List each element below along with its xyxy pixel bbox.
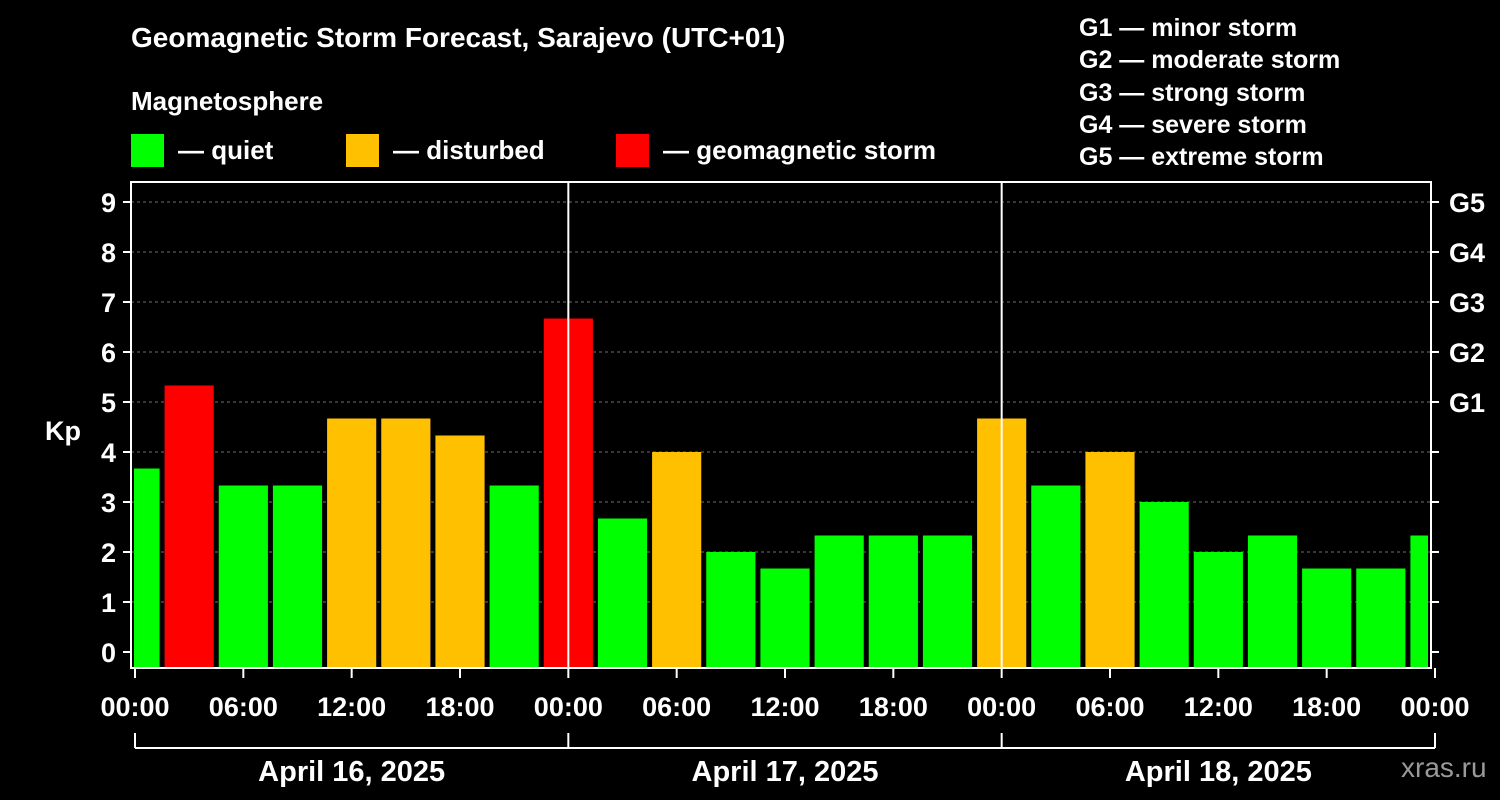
legend-item-quiet: — quiet [131, 133, 273, 167]
kp-bar [868, 535, 918, 668]
kp-bar [381, 418, 431, 668]
x-tick-label: 12:00 [1184, 692, 1253, 722]
chart-title: Geomagnetic Storm Forecast, Sarajevo (UT… [131, 22, 786, 53]
legend-swatch-disturbed [346, 133, 379, 167]
y-tick-label: 7 [101, 288, 116, 318]
x-tick-label: 00:00 [1400, 692, 1469, 722]
watermark: xras.ru [1401, 752, 1487, 783]
storm-scale-g4: G4 — severe storm [1079, 110, 1307, 139]
legend-item-storm: — geomagnetic storm [616, 133, 936, 167]
kp-bar [272, 485, 323, 668]
kp-bar [1410, 535, 1428, 668]
kp-bar [1193, 552, 1243, 668]
kp-bar [814, 535, 864, 668]
y-tick-label: 0 [101, 638, 116, 668]
day-label: April 16, 2025 [258, 756, 445, 788]
kp-bar [489, 485, 539, 668]
kp-bar [327, 418, 377, 668]
kp-bar [218, 485, 268, 668]
legend-label-disturbed: — disturbed [393, 134, 545, 165]
kp-bar [706, 552, 756, 668]
y-axis-label: Kp [45, 416, 81, 446]
legend-swatch-quiet [131, 133, 164, 167]
kp-bar [164, 385, 214, 668]
kp-bar [1085, 452, 1135, 668]
storm-scale-g3: G3 — strong storm [1079, 78, 1306, 107]
x-tick-label: 00:00 [967, 692, 1036, 722]
x-tick-label: 06:00 [1075, 692, 1144, 722]
storm-level-label: G2 [1449, 338, 1485, 368]
legend-item-disturbed: — disturbed [346, 133, 545, 167]
x-tick-label: 06:00 [642, 692, 711, 722]
y-tick-label: 1 [101, 588, 116, 618]
storm-level-label: G1 [1449, 388, 1485, 418]
storm-scale-g5: G5 — extreme storm [1079, 143, 1324, 172]
y-tick-label: 2 [101, 538, 116, 568]
kp-bar [652, 452, 702, 668]
day-label: April 18, 2025 [1125, 756, 1312, 788]
x-tick-label: 12:00 [750, 692, 819, 722]
storm-scale-g1: G1 — minor storm [1079, 14, 1298, 42]
x-tick-label: 18:00 [859, 692, 928, 722]
storm-scale-legend: G1 — minor storm G2 — moderate storm G3 … [1079, 12, 1340, 173]
x-tick-label: 06:00 [209, 692, 278, 722]
legend-swatch-storm [616, 133, 649, 167]
kp-bar [1031, 485, 1081, 668]
y-tick-label: 8 [101, 238, 116, 268]
x-tick-label: 12:00 [317, 692, 386, 722]
legend-label-storm: — geomagnetic storm [663, 134, 937, 165]
x-tick-label: 00:00 [534, 692, 603, 722]
kp-bar [435, 435, 485, 668]
y-tick-label: 9 [101, 188, 116, 218]
day-label: April 17, 2025 [692, 756, 879, 788]
kp-bar [1139, 502, 1189, 668]
legend-subtitle: Magnetosphere [131, 86, 324, 116]
kp-bar [922, 535, 973, 668]
kp-bar [760, 568, 810, 668]
y-tick-label: 6 [101, 338, 116, 368]
kp-bar [134, 468, 160, 668]
y-tick-label: 3 [101, 488, 116, 518]
kp-bar [1247, 535, 1298, 668]
y-tick-label: 4 [101, 438, 116, 468]
storm-level-label: G3 [1449, 288, 1485, 318]
storm-level-label: G4 [1449, 238, 1485, 268]
plot-frame [130, 181, 1432, 669]
storm-scale-g2: G2 — moderate storm [1079, 46, 1341, 75]
x-tick-label: 00:00 [100, 692, 169, 722]
kp-bar [1356, 568, 1406, 668]
storm-level-label: G5 [1449, 188, 1485, 218]
x-tick-label: 18:00 [425, 692, 494, 722]
y-tick-label: 5 [101, 388, 116, 418]
kp-bar [597, 518, 648, 668]
x-tick-label: 18:00 [1292, 692, 1361, 722]
legend-label-quiet: — quiet [178, 134, 274, 165]
kp-bar [1302, 568, 1352, 668]
